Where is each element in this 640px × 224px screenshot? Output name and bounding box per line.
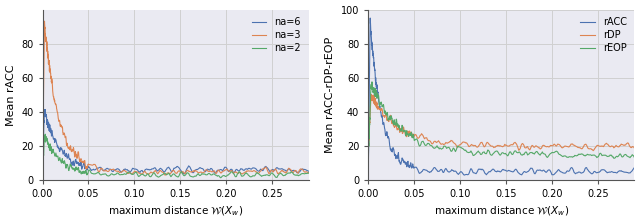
Legend: rACC, rDP, rEOP: rACC, rDP, rEOP xyxy=(577,14,630,56)
na=6 xyxy=(78,167,86,169)
na=2 xyxy=(134,174,141,176)
X-axis label: maximum distance $\mathcal{W}(X_w)$: maximum distance $\mathcal{W}(X_w)$ xyxy=(434,205,569,218)
rACC xyxy=(366,17,374,19)
Line: rACC: rACC xyxy=(369,18,634,175)
rACC xyxy=(460,174,468,177)
rACC xyxy=(630,166,638,169)
rDP xyxy=(367,93,375,96)
na=2 xyxy=(216,176,224,179)
na=6 xyxy=(134,169,141,172)
Line: rEOP: rEOP xyxy=(369,82,634,158)
Line: na=3: na=3 xyxy=(43,21,308,175)
rEOP xyxy=(492,150,500,153)
na=3 xyxy=(160,171,168,174)
rEOP xyxy=(372,91,380,93)
na=3 xyxy=(78,160,86,163)
Line: rDP: rDP xyxy=(369,95,634,151)
Y-axis label: Mean rACC-rDP-rEOP: Mean rACC-rDP-rEOP xyxy=(325,37,335,153)
rDP xyxy=(372,105,380,107)
rACC xyxy=(493,170,500,173)
na=3 xyxy=(134,171,141,173)
rDP xyxy=(365,140,372,142)
rEOP xyxy=(486,150,493,153)
rACC xyxy=(404,160,412,163)
na=6 xyxy=(39,166,47,169)
rDP xyxy=(486,143,493,146)
na=2 xyxy=(39,172,47,175)
na=6 xyxy=(203,168,211,171)
rACC xyxy=(486,170,494,173)
rEOP xyxy=(528,151,536,154)
rEOP xyxy=(368,81,376,83)
Y-axis label: Mean rACC: Mean rACC xyxy=(6,64,15,126)
na=2 xyxy=(160,172,168,175)
na=2 xyxy=(202,173,210,176)
na=3 xyxy=(41,20,49,22)
rEOP xyxy=(630,156,638,159)
Line: na=6: na=6 xyxy=(43,110,308,174)
na=6 xyxy=(305,170,312,172)
rDP xyxy=(589,149,597,152)
rACC xyxy=(372,82,380,84)
Line: na=2: na=2 xyxy=(43,134,308,178)
na=2 xyxy=(42,133,49,136)
na=2 xyxy=(166,174,174,177)
na=3 xyxy=(305,171,312,174)
rDP xyxy=(492,145,500,147)
rACC xyxy=(529,168,536,171)
rACC xyxy=(460,173,467,176)
rEOP xyxy=(610,157,618,160)
na=6 xyxy=(160,170,168,173)
na=6 xyxy=(47,128,54,131)
na=3 xyxy=(161,174,169,177)
na=2 xyxy=(78,171,86,174)
na=6 xyxy=(180,173,188,175)
rACC xyxy=(365,161,372,164)
na=3 xyxy=(47,70,54,72)
rEOP xyxy=(460,148,467,151)
na=2 xyxy=(47,147,54,150)
na=2 xyxy=(305,172,312,174)
rDP xyxy=(528,144,536,147)
na=3 xyxy=(39,170,47,173)
rDP xyxy=(630,147,638,150)
na=3 xyxy=(167,172,175,174)
rDP xyxy=(404,131,412,133)
na=6 xyxy=(42,108,49,111)
rDP xyxy=(460,141,467,143)
na=6 xyxy=(166,168,174,171)
rEOP xyxy=(365,145,372,148)
na=3 xyxy=(203,169,211,171)
Legend: na=6, na=3, na=2: na=6, na=3, na=2 xyxy=(249,14,304,56)
X-axis label: maximum distance $\mathcal{W}(X_w)$: maximum distance $\mathcal{W}(X_w)$ xyxy=(108,205,243,218)
rEOP xyxy=(404,132,412,135)
